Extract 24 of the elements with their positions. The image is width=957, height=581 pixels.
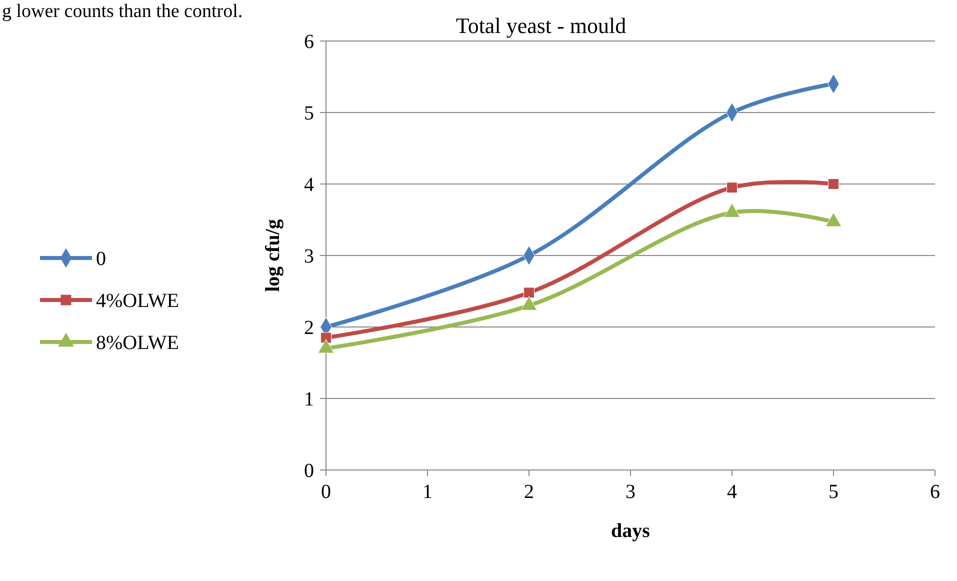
text: g lower counts than the control. bbox=[2, 1, 243, 22]
y-tick-label: 1 bbox=[304, 388, 314, 410]
x-tick-label: 3 bbox=[626, 481, 636, 503]
x-tick-label: 5 bbox=[828, 481, 838, 503]
x-tick-label: 6 bbox=[930, 481, 940, 503]
legend-label: 8%OLWE bbox=[96, 332, 179, 354]
y-tick-label: 6 bbox=[304, 31, 314, 53]
x-tick-label: 1 bbox=[422, 481, 432, 503]
legend-label: 0 bbox=[96, 248, 106, 270]
y-tick-label: 5 bbox=[304, 102, 314, 124]
y-tick-label: 0 bbox=[304, 460, 314, 482]
x-tick-label: 2 bbox=[524, 481, 534, 503]
x-tick-label: 4 bbox=[727, 481, 737, 503]
point bbox=[726, 182, 738, 194]
y-axis-title: log cfu/g bbox=[262, 219, 284, 292]
point bbox=[524, 287, 534, 298]
chart-title: Total yeast - mould bbox=[456, 13, 626, 38]
y-tick-label: 2 bbox=[304, 317, 314, 339]
x-axis-title: days bbox=[611, 520, 650, 542]
point bbox=[828, 178, 839, 190]
x-tick-label: 0 bbox=[321, 481, 331, 503]
y-tick-label: 4 bbox=[304, 174, 314, 196]
legend-label: 4%OLWE bbox=[96, 290, 179, 312]
y-tick-label: 3 bbox=[304, 246, 314, 268]
